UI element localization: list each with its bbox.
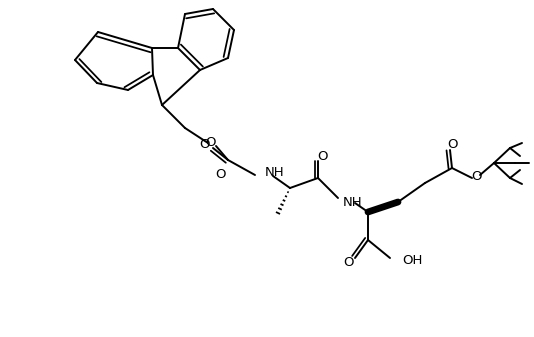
Text: OH: OH bbox=[402, 254, 422, 268]
Text: O: O bbox=[215, 167, 225, 181]
Text: O: O bbox=[205, 135, 215, 149]
Text: NH: NH bbox=[343, 195, 363, 209]
Text: O: O bbox=[200, 137, 210, 151]
Text: O: O bbox=[447, 137, 457, 151]
Text: O: O bbox=[343, 256, 354, 270]
Text: NH: NH bbox=[265, 166, 285, 180]
Text: O: O bbox=[471, 171, 481, 184]
Text: O: O bbox=[317, 150, 327, 162]
